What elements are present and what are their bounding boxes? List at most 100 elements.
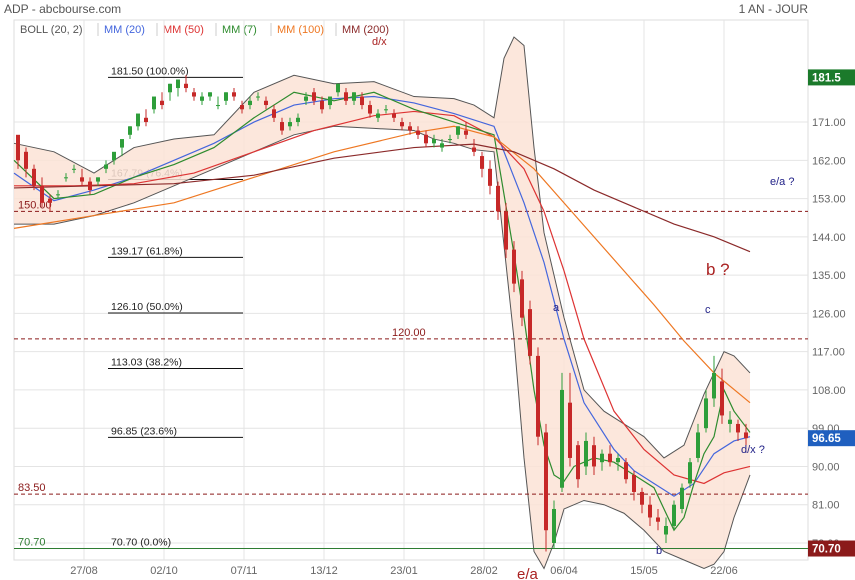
price-label: 181.5 bbox=[812, 72, 841, 84]
bollinger-bands bbox=[13, 36, 751, 570]
candle-body bbox=[368, 105, 372, 114]
x-tick-label: 23/01 bbox=[390, 565, 418, 577]
mm-100-line bbox=[13, 125, 751, 404]
legend-item: MM (7) bbox=[222, 24, 257, 36]
candle-body bbox=[296, 117, 300, 123]
chart-period: 1 AN - JOUR bbox=[738, 2, 808, 16]
horizontal-levels: 150.00 120.00 83.50 70.70 bbox=[14, 199, 808, 550]
candle-body bbox=[248, 100, 252, 106]
chart-legend: BOLL (20, 2) MM (20) MM (50) MM (7) MM (100)… bbox=[20, 23, 389, 36]
annotation-label: a bbox=[553, 302, 560, 314]
fib-label: 70.70 (0.0%) bbox=[111, 537, 171, 549]
level-label: 83.50 bbox=[18, 482, 46, 494]
level-label: 70.70 bbox=[18, 537, 46, 549]
candle-body bbox=[264, 100, 268, 106]
candle-body bbox=[184, 83, 188, 89]
y-tick-label: 135.00 bbox=[812, 270, 846, 282]
candle-body bbox=[384, 109, 388, 111]
y-tick-label: 162.00 bbox=[812, 155, 846, 167]
y-tick-label: 90.00 bbox=[812, 461, 840, 473]
candle-body bbox=[656, 517, 660, 522]
candle-body bbox=[304, 96, 308, 101]
bollinger-fill bbox=[14, 37, 750, 569]
candle-body bbox=[176, 79, 180, 89]
candle-body bbox=[456, 126, 460, 135]
candle-body bbox=[72, 168, 76, 170]
candle-body bbox=[464, 130, 468, 135]
candle-body bbox=[536, 355, 540, 437]
candle-body bbox=[568, 402, 572, 458]
candle-body bbox=[592, 445, 596, 467]
fibonacci-levels: 181.50 (100.0%)167.79 (76.4%)139.17 (61.… bbox=[108, 65, 243, 550]
candle-body bbox=[744, 432, 748, 439]
candle-body bbox=[376, 113, 380, 118]
candle-body bbox=[552, 508, 556, 543]
candle-body bbox=[16, 134, 20, 161]
candle-body bbox=[504, 211, 508, 250]
fib-label: 113.03 (38.2%) bbox=[111, 357, 182, 369]
candle-body bbox=[640, 491, 644, 505]
candle-body bbox=[440, 143, 444, 148]
annotation-label: c bbox=[705, 304, 711, 316]
candle-body bbox=[392, 113, 396, 118]
candlesticks bbox=[16, 75, 748, 552]
candle-body bbox=[160, 100, 164, 106]
candle-body bbox=[672, 504, 676, 526]
annotation-label: b bbox=[656, 545, 662, 557]
candle-body bbox=[472, 147, 476, 152]
x-tick-label: 22/06 bbox=[710, 565, 738, 577]
legend-item: MM (50) bbox=[163, 24, 204, 36]
annotation-label: d/x ? bbox=[741, 444, 765, 456]
candle-body bbox=[128, 126, 132, 135]
fib-label: 126.10 (50.0%) bbox=[111, 301, 183, 313]
candle-body bbox=[424, 134, 428, 144]
legend-item: MM (100) bbox=[277, 24, 324, 36]
candle-body bbox=[648, 504, 652, 518]
candle-body bbox=[104, 164, 108, 169]
candle-body bbox=[544, 432, 548, 531]
candle-body bbox=[696, 432, 700, 458]
candle-body bbox=[576, 445, 580, 480]
candle-body bbox=[728, 419, 732, 424]
x-tick-label: 13/12 bbox=[310, 565, 338, 577]
candle-body bbox=[632, 474, 636, 492]
candle-body bbox=[688, 462, 692, 484]
candle-body bbox=[112, 151, 116, 161]
candle-body bbox=[320, 100, 324, 110]
boll-lower-line bbox=[14, 125, 751, 570]
boll-upper-line bbox=[13, 36, 751, 459]
price-label: 70.70 bbox=[812, 544, 841, 556]
mm-200-line bbox=[13, 143, 751, 253]
level-label: 120.00 bbox=[392, 327, 426, 339]
candle-body bbox=[64, 177, 68, 179]
plot-frame bbox=[13, 19, 809, 561]
candle-body bbox=[88, 181, 92, 191]
candle-body bbox=[56, 194, 60, 196]
axes: 72.0081.0090.0099.00108.00117.00126.0013… bbox=[70, 69, 855, 577]
fib-label: 139.17 (61.8%) bbox=[111, 245, 183, 257]
candle-body bbox=[616, 457, 620, 463]
candle-body bbox=[496, 185, 500, 212]
y-tick-label: 117.00 bbox=[812, 347, 845, 359]
candle-body bbox=[96, 177, 100, 182]
legend-item: MM (200) bbox=[342, 24, 389, 36]
candle-body bbox=[480, 156, 484, 169]
price-label: 96.65 bbox=[812, 433, 841, 445]
candle-body bbox=[512, 249, 516, 284]
y-tick-label: 144.00 bbox=[812, 232, 846, 244]
y-tick-label: 81.00 bbox=[812, 500, 840, 512]
candle-body bbox=[344, 92, 348, 101]
candle-body bbox=[80, 177, 84, 182]
candle-body bbox=[400, 122, 404, 127]
candle-body bbox=[624, 462, 628, 480]
price-label-box bbox=[808, 69, 855, 86]
price-label-box bbox=[808, 540, 855, 557]
candle-body bbox=[40, 185, 44, 203]
wave-annotations: d/x e/a ? b ? a c b d/x ? e/a bbox=[372, 36, 794, 580]
candle-body bbox=[168, 83, 172, 93]
candle-body bbox=[312, 92, 316, 101]
candle-body bbox=[664, 525, 668, 535]
y-tick-label: 126.00 bbox=[812, 308, 846, 320]
candle-body bbox=[328, 96, 332, 106]
